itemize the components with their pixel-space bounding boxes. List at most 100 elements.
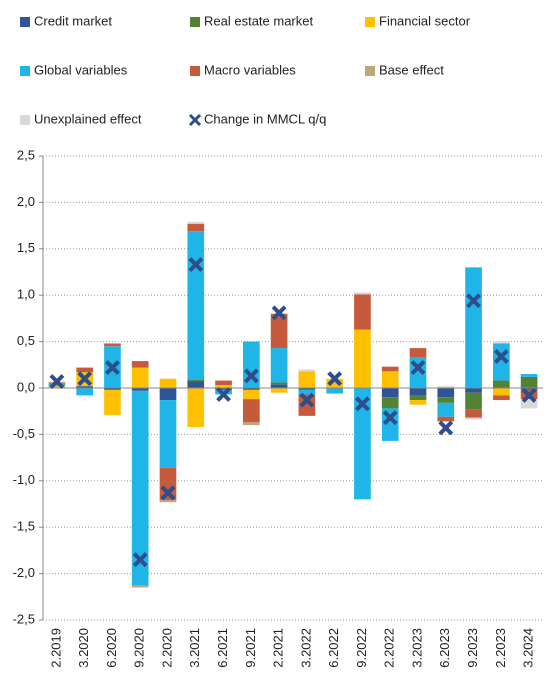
change-marker xyxy=(410,360,426,375)
change-marker xyxy=(493,349,509,364)
y-tick-label: -2,0 xyxy=(13,565,35,580)
bar-segment xyxy=(465,267,482,388)
bar-segment xyxy=(187,221,205,224)
bar-segment xyxy=(243,389,260,400)
bar-segment xyxy=(270,348,288,383)
bar-segment xyxy=(270,382,288,385)
bar-segment xyxy=(243,422,260,426)
bar-segment xyxy=(159,500,177,503)
bar-segment xyxy=(270,388,288,393)
bar-segment xyxy=(381,397,399,409)
bar-segment xyxy=(131,361,149,368)
change-marker xyxy=(382,410,398,426)
x-tick-label: 3.2022 xyxy=(298,628,313,668)
y-tick-label: 1,0 xyxy=(17,287,35,302)
legend-label: Base effect xyxy=(379,62,444,77)
change-marker xyxy=(105,360,120,375)
x-tick-label: 3.2021 xyxy=(187,628,202,668)
bar-segment xyxy=(520,374,538,377)
bar-segment xyxy=(187,381,205,388)
bar-segment xyxy=(131,390,149,586)
y-tick-label: 2,0 xyxy=(17,194,35,209)
change-marker xyxy=(355,396,370,412)
bar-segment xyxy=(243,399,260,423)
change-marker xyxy=(438,420,454,436)
x-tick-label: 6.2021 xyxy=(215,628,230,668)
legend-swatch xyxy=(190,66,200,76)
bar-segment xyxy=(76,388,93,396)
legend-swatch xyxy=(20,66,30,76)
bar-segment xyxy=(381,388,399,398)
x-tick-label: 6.2020 xyxy=(104,628,119,668)
bar-segment xyxy=(520,376,538,388)
bar-segment xyxy=(215,388,232,390)
x-tick-label: 9.2020 xyxy=(132,628,147,668)
bar-segment xyxy=(493,380,510,388)
x-tick-label: 2.2021 xyxy=(271,628,286,668)
bar-segment xyxy=(159,378,177,388)
y-tick-label: 0,5 xyxy=(17,333,35,348)
bar-segment xyxy=(409,348,427,358)
legend-swatch xyxy=(190,17,200,27)
x-tick-label: 2.2023 xyxy=(493,628,508,668)
change-marker xyxy=(216,387,231,402)
bar-segment xyxy=(187,231,205,380)
x-tick-label: 2.2020 xyxy=(159,628,174,668)
legend-label: Financial sector xyxy=(379,13,471,28)
x-tick-label: 3.2024 xyxy=(521,628,536,668)
bar-segment xyxy=(298,394,316,416)
bar-segment xyxy=(354,329,371,388)
legend-swatch xyxy=(365,66,375,76)
bar-segment xyxy=(465,388,482,393)
x-tick-label: 9.2022 xyxy=(354,628,369,668)
bar-segment xyxy=(76,367,93,373)
change-marker xyxy=(327,371,343,387)
bar-segment xyxy=(270,384,288,388)
bar-segment xyxy=(298,389,316,395)
x-tick-label: 9.2023 xyxy=(465,628,480,668)
bar-segment xyxy=(243,341,260,388)
x-tick-label: 3.2023 xyxy=(409,628,424,668)
bar-segment xyxy=(326,388,343,394)
bar-segment xyxy=(104,388,121,390)
bar-segment xyxy=(159,467,177,501)
bar-segment xyxy=(215,380,232,386)
legend-swatch xyxy=(365,17,375,27)
bar-segment xyxy=(243,388,260,390)
y-tick-label: -1,5 xyxy=(13,519,35,534)
bar-segment xyxy=(326,378,343,388)
change-marker xyxy=(243,368,259,384)
bar-segment xyxy=(48,383,66,387)
bar-segment xyxy=(159,400,177,468)
change-marker xyxy=(160,485,176,501)
bar-segment xyxy=(437,416,455,422)
bar-segment xyxy=(215,385,232,388)
bar-segment xyxy=(159,388,177,401)
bar-segment xyxy=(381,371,399,388)
bar-segment xyxy=(131,388,149,391)
bar-segment xyxy=(131,585,149,588)
legend-label: Real estate market xyxy=(204,13,313,28)
bar-segment xyxy=(48,386,66,388)
bar-segment xyxy=(354,388,371,500)
bar-segment xyxy=(409,395,427,401)
y-tick-label: 1,5 xyxy=(17,240,35,255)
x-tick-label: 3.2020 xyxy=(76,628,91,668)
bar-segment xyxy=(298,388,316,390)
x-tick-label: 2.2019 xyxy=(48,628,63,668)
legend-marker xyxy=(188,113,202,127)
bar-segment xyxy=(187,379,205,382)
legend-swatch xyxy=(20,115,30,125)
change-marker xyxy=(132,552,148,568)
bar-segment xyxy=(493,388,510,396)
bar-segment xyxy=(131,367,149,388)
legend-label: Global variables xyxy=(34,62,128,77)
bar-segment xyxy=(354,292,371,295)
bar-segment xyxy=(187,223,205,232)
y-tick-label: 0,0 xyxy=(17,379,35,394)
bar-segment xyxy=(381,366,399,372)
legend-label: Credit market xyxy=(34,13,112,28)
change-marker xyxy=(521,388,537,403)
bar-segment xyxy=(409,400,427,405)
y-tick-label: -1,0 xyxy=(13,472,35,487)
